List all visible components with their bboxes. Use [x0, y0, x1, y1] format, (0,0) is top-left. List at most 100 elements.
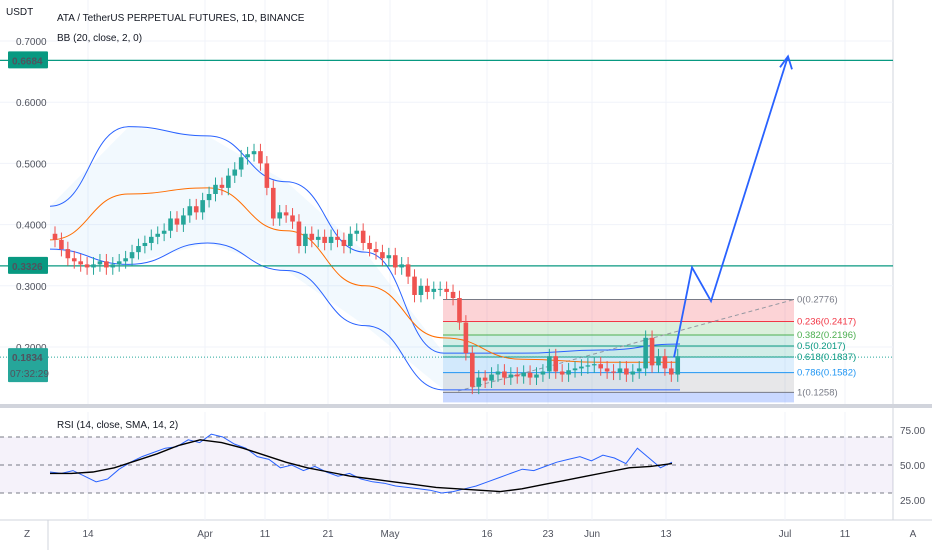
- candle-body[interactable]: [431, 288, 437, 292]
- candle-body[interactable]: [470, 353, 475, 387]
- candle-body[interactable]: [142, 242, 148, 247]
- candle-body[interactable]: [168, 218, 173, 231]
- candle-body[interactable]: [335, 236, 340, 240]
- candle-body[interactable]: [360, 230, 366, 243]
- candle-body[interactable]: [322, 236, 327, 243]
- candle-body[interactable]: [245, 154, 250, 158]
- candle-body[interactable]: [290, 215, 295, 222]
- zoom-button[interactable]: Z: [24, 529, 30, 540]
- candle-body[interactable]: [174, 218, 180, 225]
- candle-body[interactable]: [630, 371, 636, 375]
- candle-body[interactable]: [110, 264, 116, 268]
- rsi-sma-line[interactable]: [50, 439, 673, 493]
- candle-body[interactable]: [489, 374, 494, 381]
- candle-body[interactable]: [476, 377, 482, 387]
- horizontal-lines[interactable]: [0, 59, 893, 358]
- candle-body[interactable]: [598, 364, 603, 369]
- bollinger-bands[interactable]: [49, 126, 681, 391]
- auto-scale-button[interactable]: A: [910, 529, 917, 540]
- candle-body[interactable]: [264, 163, 270, 188]
- candle-body[interactable]: [534, 374, 539, 378]
- candle-body[interactable]: [636, 368, 642, 372]
- candle-body[interactable]: [270, 187, 276, 219]
- price-axis[interactable]: 0.70000.60000.50000.40000.30000.20000.66…: [8, 37, 925, 507]
- candle-body[interactable]: [219, 184, 225, 188]
- rsi-line[interactable]: [49, 433, 673, 494]
- candle-body[interactable]: [495, 371, 501, 375]
- candle-body[interactable]: [303, 233, 308, 247]
- candle-body[interactable]: [502, 371, 507, 378]
- candle-body[interactable]: [425, 285, 430, 292]
- candle-body[interactable]: [161, 230, 167, 234]
- candle-body[interactable]: [226, 175, 231, 188]
- candle-body[interactable]: [187, 206, 193, 216]
- candle-body[interactable]: [348, 233, 353, 247]
- candle-body[interactable]: [71, 258, 77, 262]
- candle-body[interactable]: [566, 370, 571, 375]
- rsi-pane[interactable]: [0, 412, 893, 516]
- candle-body[interactable]: [65, 249, 71, 259]
- candle-body[interactable]: [482, 377, 488, 381]
- candle-body[interactable]: [251, 151, 257, 155]
- candle-body[interactable]: [341, 239, 347, 247]
- candle-body[interactable]: [367, 242, 372, 250]
- rsi-indicator[interactable]: [0, 433, 893, 494]
- candle-body[interactable]: [521, 372, 526, 377]
- candle-body[interactable]: [585, 365, 591, 367]
- candle-body[interactable]: [296, 221, 302, 247]
- candle-body[interactable]: [386, 255, 392, 259]
- candle-body[interactable]: [91, 264, 96, 268]
- rsi-indicator-label[interactable]: RSI (14, close, SMA, 14, 2): [57, 420, 178, 431]
- projection-drawing[interactable]: [673, 54, 793, 358]
- candle-body[interactable]: [675, 356, 681, 375]
- candle-body[interactable]: [457, 298, 462, 323]
- candle-body[interactable]: [232, 169, 238, 176]
- candle-body[interactable]: [123, 258, 128, 262]
- candle-body[interactable]: [591, 364, 597, 366]
- candle-body[interactable]: [437, 288, 443, 290]
- candle-body[interactable]: [418, 285, 424, 295]
- candle-body[interactable]: [643, 337, 648, 369]
- resistance-tag-upper[interactable]: [8, 51, 48, 69]
- candle-body[interactable]: [604, 368, 610, 372]
- candle-body[interactable]: [129, 252, 135, 259]
- bb-lower-line[interactable]: [49, 242, 680, 391]
- candle-body[interactable]: [380, 252, 385, 259]
- candle-body[interactable]: [149, 236, 154, 243]
- chart-title[interactable]: ATA / TetherUS PERPETUAL FUTURES, 1D, BI…: [57, 13, 305, 24]
- candle-body[interactable]: [136, 246, 141, 253]
- candle-body[interactable]: [373, 249, 379, 253]
- candle-body[interactable]: [97, 261, 103, 265]
- candle-body[interactable]: [258, 151, 263, 164]
- candle-body[interactable]: [84, 264, 90, 268]
- candle-body[interactable]: [155, 233, 161, 237]
- candle-body[interactable]: [238, 157, 244, 170]
- candle-body[interactable]: [52, 233, 58, 240]
- candle-body[interactable]: [104, 261, 109, 268]
- candle-body[interactable]: [354, 230, 360, 234]
- candle-body[interactable]: [662, 356, 668, 369]
- candle-body[interactable]: [309, 233, 315, 240]
- candle-body[interactable]: [59, 239, 64, 250]
- candle-body[interactable]: [617, 368, 623, 373]
- candle-body[interactable]: [649, 337, 655, 366]
- candle-body[interactable]: [669, 368, 674, 375]
- candle-body[interactable]: [181, 215, 186, 225]
- candle-body[interactable]: [547, 356, 552, 372]
- bb-basis-line[interactable]: [49, 187, 680, 363]
- candle-body[interactable]: [116, 261, 122, 265]
- candle-body[interactable]: [193, 206, 199, 213]
- candle-body[interactable]: [328, 236, 334, 243]
- bb-upper-line[interactable]: [49, 126, 681, 354]
- candle-body[interactable]: [572, 368, 578, 371]
- candle-body[interactable]: [78, 261, 83, 265]
- last-price-tag[interactable]: [8, 348, 48, 383]
- candle-body[interactable]: [463, 322, 469, 354]
- candle-body[interactable]: [283, 212, 289, 216]
- candle-body[interactable]: [514, 374, 520, 377]
- candlesticks[interactable]: [52, 143, 681, 395]
- candle-body[interactable]: [444, 288, 449, 292]
- candle-body[interactable]: [206, 194, 212, 201]
- candle-body[interactable]: [508, 374, 514, 378]
- candle-body[interactable]: [405, 264, 411, 277]
